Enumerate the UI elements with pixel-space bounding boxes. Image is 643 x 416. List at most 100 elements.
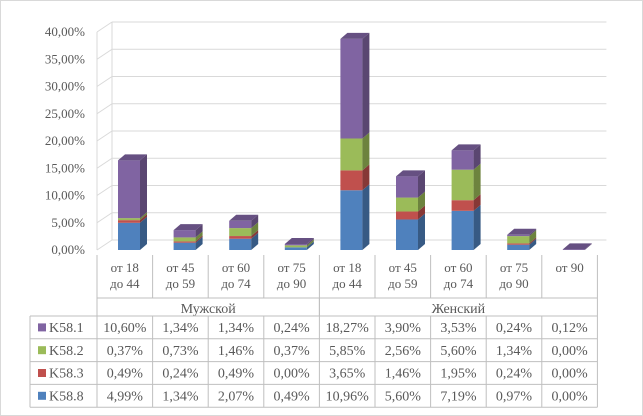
bar-k58-1-side (584, 243, 592, 250)
y-tick-label: 25,00% (45, 106, 85, 121)
gridline-side (96, 212, 113, 224)
table-cell: 4,99% (107, 389, 144, 404)
category-label: до 90 (499, 276, 528, 291)
table-cell: 0,49% (107, 367, 144, 382)
table-cell: 0,00% (274, 367, 311, 382)
bar-k58-2-side (140, 212, 147, 221)
legend-key-k58-1 (38, 323, 46, 332)
bar-k58-1-side (195, 224, 203, 238)
group-label: Мужской (181, 302, 237, 317)
bar-k58-8-front (118, 222, 140, 250)
table-cell: 0,24% (496, 321, 533, 336)
gridline-side (96, 21, 113, 33)
table-cell: 5,60% (440, 344, 477, 359)
table-cell: 10,96% (326, 389, 370, 404)
y-tick-label: 10,00% (45, 188, 85, 203)
bar-k58-1-front (451, 150, 474, 170)
series-name: K58.1 (49, 321, 84, 336)
bar-top (562, 243, 592, 250)
bar-k58-8-side (306, 241, 314, 250)
table-cell: 1,34% (162, 389, 199, 404)
gridline-side (96, 185, 113, 196)
bar-k58-8-side (362, 184, 370, 250)
bar-k58-1-front (340, 38, 363, 139)
bar-top (340, 32, 370, 39)
bar-k58-3-side (195, 235, 203, 243)
bar-k58-2-front (118, 218, 140, 221)
bar-k58-1-front (284, 244, 307, 246)
table-cell: 0,73% (162, 344, 199, 359)
category-label: до 59 (388, 276, 417, 291)
category-label: от 75 (500, 260, 528, 275)
table-cell: 7,19% (440, 389, 477, 404)
legend-key-k58-3 (38, 369, 46, 377)
series-name: K58.2 (49, 344, 84, 359)
bar-k58-2-side (251, 222, 259, 237)
table-cell: 3,90% (385, 321, 422, 336)
y-tick-label: 0,00% (51, 242, 85, 257)
table-cell: 0,00% (552, 367, 589, 382)
bar-k58-8-front (507, 244, 530, 250)
bar-k58-1-side (362, 32, 370, 139)
bar-k58-2-side (473, 163, 481, 201)
category-label: от 18 (333, 260, 361, 275)
category-label: от 45 (166, 260, 194, 275)
table-cell: 3,65% (329, 367, 366, 382)
legend-key-k58-8 (38, 391, 46, 400)
bar-top (229, 214, 259, 221)
table-cell: 1,34% (162, 321, 199, 336)
bar-k58-3-side (362, 164, 370, 191)
bar-k58-3-front (340, 170, 363, 191)
series-name: K58.8 (49, 389, 84, 404)
table-cell: 0,00% (552, 389, 589, 404)
group-label: Женский (432, 302, 486, 317)
bar-k58-2-front (396, 197, 418, 212)
y-tick-label: 5,00% (51, 215, 85, 230)
y-tick-label: 20,00% (45, 133, 85, 148)
table-cell: 0,49% (218, 367, 255, 382)
category-label: от 60 (222, 260, 250, 275)
table-cell: 1,46% (218, 344, 255, 359)
bar-k58-8-side (529, 238, 537, 250)
category-label: до 59 (166, 276, 195, 291)
category-label: до 74 (444, 276, 474, 291)
bar-k58-2-side (529, 230, 537, 244)
bar-top (507, 228, 537, 235)
bar-k58-2-front (507, 236, 530, 244)
bar-k58-2-front (451, 169, 474, 201)
table-cell: 2,07% (218, 389, 255, 404)
table-cell: 0,24% (162, 367, 199, 382)
bar-k58-3-side (251, 230, 259, 239)
bar-k58-2-side (195, 231, 203, 242)
y-tick-label: 40,00% (45, 24, 85, 39)
y-tick-label: 35,00% (45, 51, 85, 66)
bar-k58-8-side (418, 213, 425, 250)
gridline-side (96, 48, 113, 60)
category-label: до 90 (277, 276, 306, 291)
gridline-side (96, 130, 113, 142)
bar-k58-2-front (284, 245, 307, 248)
bar-top (118, 154, 147, 161)
bar-k58-2-side (362, 132, 370, 171)
bar-k58-3-front (451, 200, 474, 211)
bar-k58-3-side (473, 194, 481, 211)
table-cell: 0,24% (496, 367, 533, 382)
y-tick-label: 15,00% (45, 160, 85, 175)
table-cell: 18,27% (326, 321, 370, 336)
table-cell: 0,00% (552, 344, 589, 359)
bar-k58-3-side (418, 205, 425, 220)
gridline-side (96, 103, 113, 115)
bar-k58-8-side (473, 204, 481, 250)
bar-k58-1-side (473, 144, 481, 170)
bar-k58-1-side (306, 238, 314, 246)
bar-k58-1-front (229, 220, 252, 229)
bar-k58-3-side (529, 237, 537, 245)
bar-k58-2-side (306, 239, 314, 248)
bar-k58-3-side (140, 214, 147, 223)
bar-k58-1-side (140, 154, 147, 219)
table-cell: 2,56% (385, 344, 422, 359)
table-cell: 5,60% (385, 389, 422, 404)
bar-k58-1-front (562, 249, 585, 250)
table-cell: 0,24% (274, 321, 311, 336)
category-label: от 75 (277, 260, 305, 275)
